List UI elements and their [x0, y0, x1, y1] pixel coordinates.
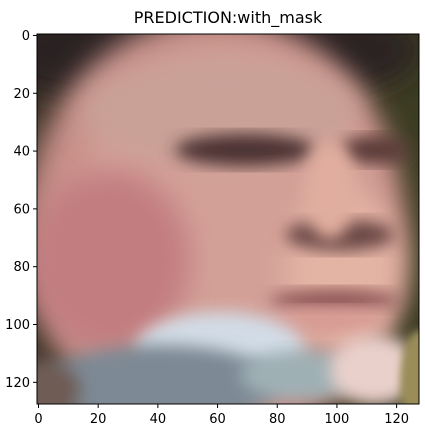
- x-axis: 0 20 40 60 80 100 120: [34, 404, 409, 427]
- x-tick-label: 80: [269, 412, 286, 427]
- x-tick-label: 100: [325, 412, 350, 427]
- x-tick-label: 40: [150, 412, 167, 427]
- axes-frame: [36, 33, 420, 405]
- x-tick-label: 120: [384, 412, 409, 427]
- y-tick-label: 100: [5, 318, 30, 333]
- lower-lip: [270, 308, 390, 332]
- right-edge: [400, 330, 419, 404]
- y-tick-label: 80: [13, 260, 30, 275]
- plot-title: PREDICTION:with_mask: [133, 8, 323, 27]
- x-tick-label: 60: [209, 412, 226, 427]
- cheek-left: [37, 170, 190, 350]
- left-bottom-shadow: [37, 360, 80, 404]
- mask-edge: [240, 350, 360, 400]
- y-tick-label: 0: [22, 29, 30, 44]
- y-tick-label: 20: [13, 87, 30, 102]
- lip-icon: [270, 289, 400, 311]
- nose-bridge: [305, 140, 355, 240]
- x-tick-label: 20: [90, 412, 107, 427]
- chin-light: [330, 335, 419, 404]
- y-tick-label: 60: [13, 202, 30, 217]
- eye-right-icon: [340, 136, 410, 164]
- y-tick-label: 40: [13, 145, 30, 160]
- x-tick-label: 0: [34, 412, 42, 427]
- forehead-shape: [80, 55, 360, 165]
- y-tick-label: 120: [5, 376, 30, 391]
- y-axis: 0 20 40 60 80 100 120: [5, 29, 37, 391]
- eye-left-icon: [175, 134, 315, 166]
- mask-gray: [40, 345, 280, 404]
